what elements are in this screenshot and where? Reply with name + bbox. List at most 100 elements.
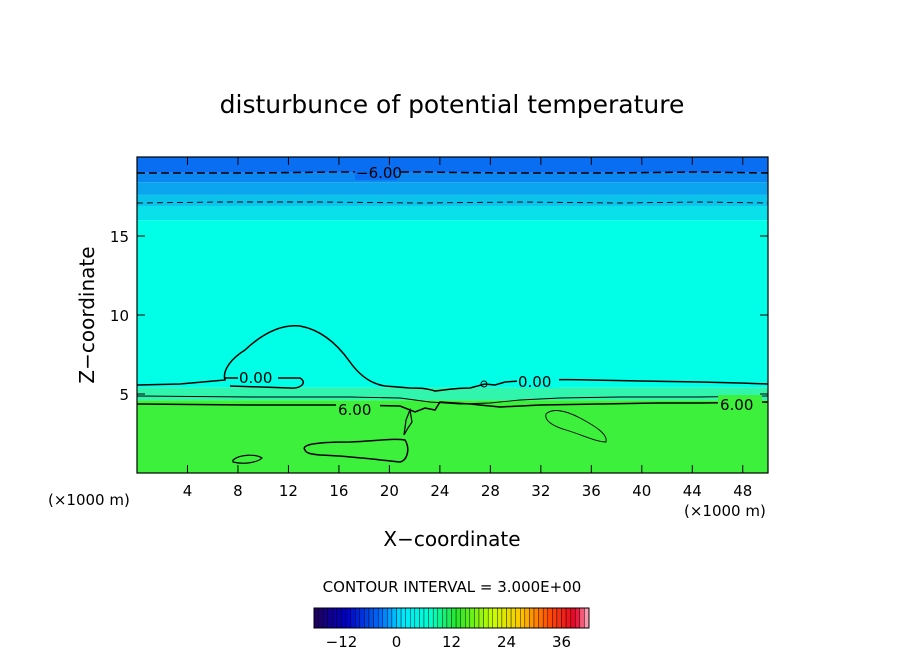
contour-line-neg3 <box>136 201 769 204</box>
contour-label-six-left: 6.00 <box>338 401 371 419</box>
contour-label-neg6: −6.00 <box>356 164 402 182</box>
colorbar-cell <box>455 607 461 629</box>
colorbar-cell <box>368 607 374 629</box>
y-tick-label: 15 <box>110 228 129 246</box>
contour-line-zero-lobe <box>225 377 304 389</box>
colorbar-cell <box>350 607 356 629</box>
colorbar-cell <box>332 607 338 629</box>
color-band-5 <box>137 220 768 388</box>
colorbar-cell <box>584 607 590 629</box>
colorbar-cell <box>432 607 438 629</box>
x-axis: 4 8 12 16 20 24 28 32 36 40 44 48 <box>183 157 752 500</box>
colorbar-cell <box>405 607 411 629</box>
colorbar-cell <box>556 607 562 629</box>
color-band-4 <box>137 205 768 221</box>
colorbar-cell <box>465 607 471 629</box>
colorbar-cell <box>345 607 351 629</box>
colorbar-cell <box>318 607 324 629</box>
color-band-1 <box>137 172 768 183</box>
colorbar-cell <box>419 607 425 629</box>
x-tick-label: 40 <box>632 482 651 500</box>
colorbar-cell <box>524 607 530 629</box>
colorbar-tick-label: 12 <box>442 633 461 651</box>
x-unit-label-right: (×1000 m) <box>684 502 766 520</box>
colorbar-tick-label: 36 <box>552 633 571 651</box>
colorbar-cell <box>322 607 328 629</box>
colorbar-cell <box>428 607 434 629</box>
colorbar-tick-label: 24 <box>497 633 516 651</box>
colorbar-cell <box>529 607 535 629</box>
colorbar-cell <box>501 607 507 629</box>
colorbar-cell <box>497 607 503 629</box>
contour-label-zero-right: 0.00 <box>518 373 551 391</box>
colorbar-cell <box>382 607 388 629</box>
contour-label-zero-left: 0.00 <box>239 369 272 387</box>
y-tick-label: 5 <box>119 386 129 404</box>
contour-label-bg <box>336 401 380 417</box>
y-axis-label: Z−coordinate <box>75 246 99 383</box>
x-axis-label: X−coordinate <box>383 527 520 551</box>
colorbar-cell <box>483 607 489 629</box>
colorbar-frame <box>313 607 590 629</box>
colorbar-cell <box>327 607 333 629</box>
x-tick-label: 32 <box>531 482 550 500</box>
colorbar-cell <box>487 607 493 629</box>
colorbar-cell <box>387 607 393 629</box>
colorbar-cell <box>451 607 457 629</box>
colorbar-cell <box>570 607 576 629</box>
colorbar-cell <box>533 607 539 629</box>
colorbar-cell <box>446 607 452 629</box>
colorbar <box>313 607 590 629</box>
colorbar-cell <box>341 607 347 629</box>
contour-label-bg <box>238 369 278 385</box>
colorbar-cell <box>561 607 567 629</box>
chart-title: disturbunce of potential temperature <box>220 90 685 119</box>
color-band-0 <box>137 157 768 173</box>
x-tick-label: 4 <box>183 482 193 500</box>
contour-label-bg <box>355 164 397 180</box>
colorbar-cell <box>359 607 365 629</box>
colorbar-cell <box>520 607 526 629</box>
x-tick-label: 16 <box>329 482 348 500</box>
contour-line-neg6 <box>137 171 769 174</box>
contour-line-6-spike <box>403 407 413 436</box>
colorbar-cell <box>460 607 466 629</box>
colorbar-ticks: −12 0 12 24 36 <box>326 633 571 651</box>
colorbar-cell <box>400 607 406 629</box>
x-tick-label: 24 <box>430 482 449 500</box>
colorbar-cell <box>355 607 361 629</box>
colorbar-cell <box>547 607 553 629</box>
colorbar-cell <box>469 607 475 629</box>
colorbar-cell <box>414 607 420 629</box>
colorbar-cell <box>336 607 342 629</box>
x-tick-label: 44 <box>683 482 702 500</box>
colorbar-cell <box>565 607 571 629</box>
contour-label-bg <box>718 395 762 411</box>
colorbar-cell <box>538 607 544 629</box>
colorbar-cell <box>364 607 370 629</box>
contour-closed-tiny <box>480 380 488 388</box>
color-band-3 <box>137 194 768 206</box>
colorbar-cell <box>492 607 498 629</box>
colorbar-cell <box>437 607 443 629</box>
colorbar-cell <box>552 607 558 629</box>
colorbar-cell <box>442 607 448 629</box>
colorbar-cell <box>506 607 512 629</box>
x-tick-label: 48 <box>733 482 752 500</box>
colorbar-cell <box>579 607 585 629</box>
colorbar-cell <box>474 607 480 629</box>
contour-label-six-right: 6.00 <box>720 396 753 414</box>
x-tick-label: 12 <box>279 482 298 500</box>
colorbar-cell <box>575 607 581 629</box>
x-tick-label: 8 <box>233 482 243 500</box>
contour-closed-right <box>545 410 607 443</box>
colorbar-cell <box>542 607 548 629</box>
colorbar-cell <box>377 607 383 629</box>
x-unit-label-left: (×1000 m) <box>48 491 130 509</box>
colorbar-cell <box>478 607 484 629</box>
colorbar-cell <box>396 607 402 629</box>
y-tick-label: 10 <box>110 307 129 325</box>
contour-label-bg <box>517 372 559 388</box>
y-axis: 5 10 15 <box>110 228 768 404</box>
